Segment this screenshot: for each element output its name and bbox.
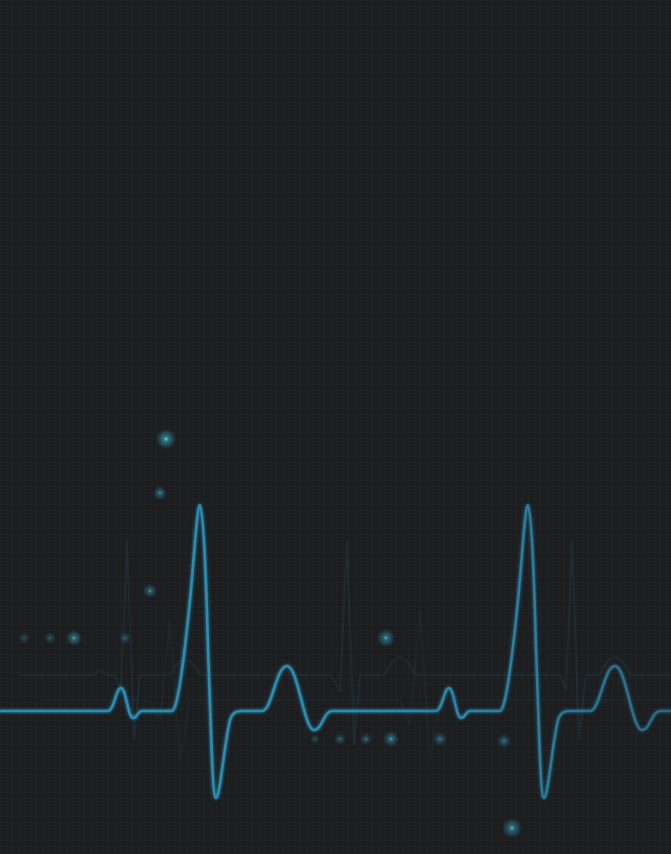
ghost-trace-2 (40, 609, 671, 761)
glow-dot (156, 429, 176, 449)
glow-dot (18, 632, 30, 644)
glow-dot (360, 733, 372, 745)
glow-dot (334, 733, 346, 745)
glow-dot (119, 632, 131, 644)
glow-dot (44, 632, 56, 644)
ghost-trace-1 (20, 539, 671, 746)
glow-dot (153, 486, 167, 500)
glow-particles (18, 429, 522, 838)
glow-dot (377, 629, 395, 647)
glow-dot (433, 732, 447, 746)
ghost-traces (20, 539, 671, 761)
glow-dot (66, 630, 82, 646)
glow-dot (497, 734, 511, 748)
ecg-trace (0, 503, 671, 800)
glow-dot (310, 734, 320, 744)
glow-dot (143, 584, 157, 598)
glow-dot (383, 731, 399, 747)
glow-dot (502, 818, 522, 838)
